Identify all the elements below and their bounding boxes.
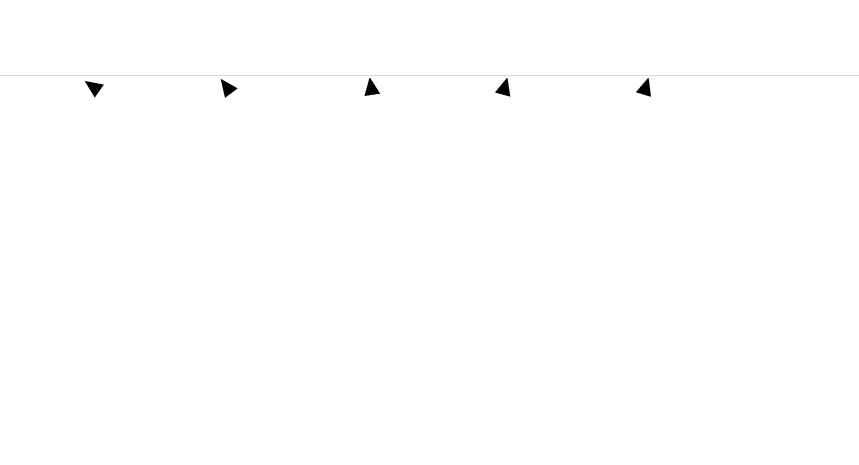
category-header-band bbox=[0, 0, 859, 37]
influence-arrow-5 bbox=[635, 78, 652, 97]
influence-arrow-1 bbox=[84, 80, 104, 98]
score-band bbox=[0, 37, 859, 76]
influence-arrow-4 bbox=[494, 78, 511, 97]
influence-arrow-2 bbox=[220, 78, 238, 98]
influence-arrow-3 bbox=[364, 78, 381, 97]
influence-arrows bbox=[84, 78, 652, 98]
